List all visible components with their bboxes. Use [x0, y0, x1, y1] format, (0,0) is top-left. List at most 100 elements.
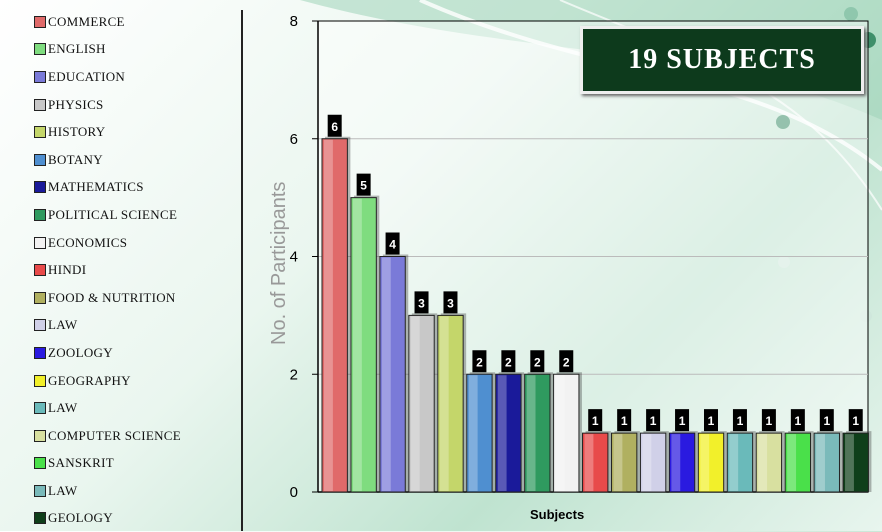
bar [466, 373, 493, 493]
bar-highlight [439, 316, 449, 491]
bar-highlight [324, 139, 333, 491]
data-label: 6 [331, 120, 338, 134]
bar [524, 373, 551, 493]
bar-highlight [845, 434, 854, 491]
data-label-box [530, 350, 545, 373]
bar-highlight [381, 257, 391, 491]
legend-swatch [34, 208, 46, 221]
legend-label: SANSKRIT [48, 455, 114, 471]
data-label-box [790, 409, 805, 432]
bar-highlight [526, 375, 536, 491]
legend-item: EDUCATION [34, 63, 244, 91]
legend-swatch [34, 264, 46, 277]
legend-label: ZOOLOGY [48, 344, 113, 360]
legend-label: HINDI [48, 262, 87, 278]
legend-item: SANSKRIT [34, 450, 244, 478]
data-label-box [414, 291, 429, 314]
x-axis-label: Subjects [530, 507, 585, 522]
legend-swatch [34, 346, 46, 359]
data-label-box [617, 409, 632, 432]
bar [813, 432, 840, 493]
data-label: 1 [852, 414, 859, 428]
data-label: 1 [823, 414, 830, 428]
legend-item: POLITICAL SCIENCE [34, 201, 244, 229]
legend-label: BOTANY [48, 151, 103, 167]
bar-highlight [758, 434, 768, 491]
legend-label: FOOD & NUTRITION [48, 289, 176, 305]
y-tick-label: 0 [290, 484, 298, 501]
legend-swatch [34, 402, 46, 415]
bar [784, 432, 812, 493]
data-label-box [675, 409, 690, 432]
data-label-box [559, 350, 574, 373]
bar [726, 432, 754, 493]
chart-title: 19 SUBJECTS [580, 26, 864, 94]
data-label-box [443, 291, 458, 314]
legend-label: ECONOMICS [48, 234, 128, 250]
bar [495, 373, 522, 493]
legend-item: ENGLISH [34, 36, 244, 64]
legend-item: COMMERCE [34, 8, 244, 36]
data-label-box [761, 409, 776, 432]
legend-swatch [34, 126, 46, 139]
data-label-box [501, 350, 516, 373]
legend-swatch [34, 153, 46, 166]
data-label-box [385, 232, 400, 255]
data-label: 1 [679, 414, 686, 428]
bar [379, 256, 406, 493]
legend-swatch [34, 457, 46, 470]
data-label-box [327, 114, 342, 137]
bar-highlight [352, 198, 362, 491]
legend-item: GEOLOGY [34, 505, 244, 532]
y-tick-label: 2 [290, 366, 298, 383]
data-label-box [356, 173, 371, 196]
legend-swatch [34, 374, 46, 387]
bar [842, 432, 869, 493]
bar [321, 138, 348, 493]
bar-highlight [642, 434, 652, 491]
legend: COMMERCE ENGLISH EDUCATION PHYSICS HISTORY BO… [34, 8, 244, 532]
legend-item: FOOD & NUTRITION [34, 284, 244, 312]
legend-item: ZOOLOGY [34, 339, 244, 367]
legend-swatch [34, 512, 46, 525]
legend-label: COMMERCE [48, 13, 125, 29]
bar [610, 432, 638, 493]
data-label-box [588, 409, 603, 432]
legend-divider [241, 10, 243, 531]
bar [697, 432, 725, 493]
legend-swatch [34, 291, 46, 304]
legend-swatch [34, 484, 46, 497]
legend-swatch [34, 181, 46, 194]
legend-item: HISTORY [34, 118, 244, 146]
data-label: 1 [794, 414, 801, 428]
data-label-box [704, 409, 718, 432]
bar [582, 432, 609, 493]
data-label: 4 [389, 238, 396, 252]
legend-item: GEOGRAPHY [34, 367, 244, 395]
legend-label: ENGLISH [48, 41, 106, 57]
legend-label: LAW [48, 482, 78, 498]
data-label: 1 [708, 414, 715, 428]
y-tick-label: 6 [290, 131, 298, 148]
legend-swatch [34, 319, 46, 332]
legend-swatch [34, 15, 46, 28]
legend-label: LAW [48, 400, 78, 416]
legend-item: ECONOMICS [34, 229, 244, 257]
data-label-box [732, 409, 747, 432]
bar-highlight [584, 434, 594, 491]
data-label-box [472, 350, 487, 373]
bar-highlight [613, 434, 623, 491]
legend-label: COMPUTER SCIENCE [48, 427, 182, 443]
bar [350, 197, 377, 493]
legend-label: PHYSICS [48, 96, 104, 112]
legend-item: BOTANY [34, 146, 244, 174]
data-label: 1 [621, 414, 628, 428]
y-tick-label: 4 [290, 249, 298, 266]
legend-label: MATHEMATICS [48, 179, 144, 195]
data-label: 1 [766, 414, 773, 428]
bar-highlight [555, 375, 565, 491]
bar [639, 432, 667, 493]
legend-item: COMPUTER SCIENCE [34, 422, 244, 450]
data-label: 2 [534, 355, 541, 369]
